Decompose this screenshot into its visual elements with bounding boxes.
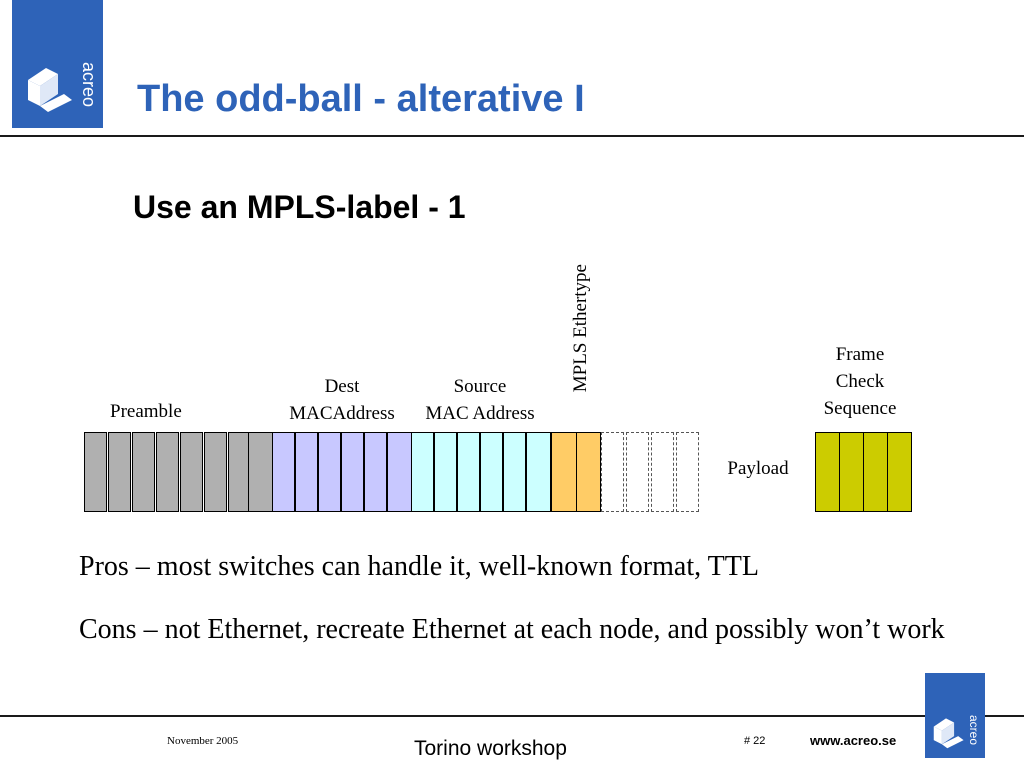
fcs-label-line-3: Sequence	[823, 398, 897, 419]
logo-text: acreo	[967, 715, 981, 746]
source-mac-label: Source MAC Address	[410, 373, 550, 427]
mpls-label-cell	[676, 432, 699, 512]
footer-date: November 2005	[167, 735, 239, 747]
dest-mac-cell	[341, 432, 364, 512]
page-title: The odd-ball - alterative I	[137, 78, 585, 120]
fcs-cell	[887, 432, 912, 512]
ethertype-cell	[576, 432, 601, 512]
mpls-label-cell	[651, 432, 674, 512]
footer-divider	[0, 715, 1024, 717]
footer-page-number: # 22	[744, 735, 766, 747]
footer-website[interactable]: www.acreo.se	[810, 733, 897, 748]
slide-subtitle: Use an MPLS-label - 1	[133, 189, 466, 225]
dest-label-line-1: Dest	[324, 376, 360, 397]
dest-mac-cell	[295, 432, 318, 512]
preamble-cell	[204, 432, 227, 512]
dest-mac-cell	[272, 432, 295, 512]
pros-text: Pros – most switches can handle it, well…	[79, 551, 759, 582]
mpls-label-cell	[601, 432, 624, 512]
fcs-cell	[839, 432, 864, 512]
dest-mac-cell	[364, 432, 387, 512]
dest-mac-cell	[387, 432, 412, 512]
preamble-cell	[156, 432, 179, 512]
footer-event: Torino workshop	[414, 737, 567, 760]
source-label-line-1: Source	[453, 376, 507, 397]
preamble-cell	[180, 432, 203, 512]
source-mac-cell	[457, 432, 480, 512]
fcs-cell	[815, 432, 840, 512]
source-mac-cell	[526, 432, 551, 512]
preamble-cell	[248, 432, 273, 512]
fcs-label-line-2: Check	[835, 371, 885, 392]
source-mac-cell	[411, 432, 434, 512]
preamble-cell	[84, 432, 107, 512]
preamble-cell	[108, 432, 131, 512]
mpls-label-cell	[626, 432, 649, 512]
ethertype-label: MPLS Ethertype	[570, 264, 591, 393]
acreo-logo-bottom: acreo	[925, 673, 985, 758]
fcs-cell	[863, 432, 888, 512]
dest-label-line-2: MACAddress	[289, 403, 395, 424]
ethertype-cell	[551, 432, 577, 512]
source-label-line-2: MAC Address	[425, 403, 535, 424]
fcs-label-line-1: Frame	[835, 344, 885, 365]
acreo-logo-mark-icon	[933, 718, 964, 749]
dest-mac-cell	[318, 432, 341, 512]
dest-mac-label: Dest MACAddress	[273, 373, 411, 427]
source-mac-cell	[434, 432, 457, 512]
preamble-cell	[132, 432, 155, 512]
preamble-label: Preamble	[110, 401, 182, 422]
cons-text: Cons – not Ethernet, recreate Ethernet a…	[79, 614, 945, 645]
fcs-label: Frame Check Sequence	[800, 341, 920, 422]
logo-text: acreo	[79, 62, 99, 108]
acreo-logo-mark-icon	[28, 68, 72, 112]
payload-label: Payload	[727, 458, 789, 479]
acreo-logo-top: acreo	[12, 0, 103, 128]
source-mac-cell	[480, 432, 503, 512]
source-mac-cell	[503, 432, 526, 512]
header-divider	[0, 135, 1024, 137]
